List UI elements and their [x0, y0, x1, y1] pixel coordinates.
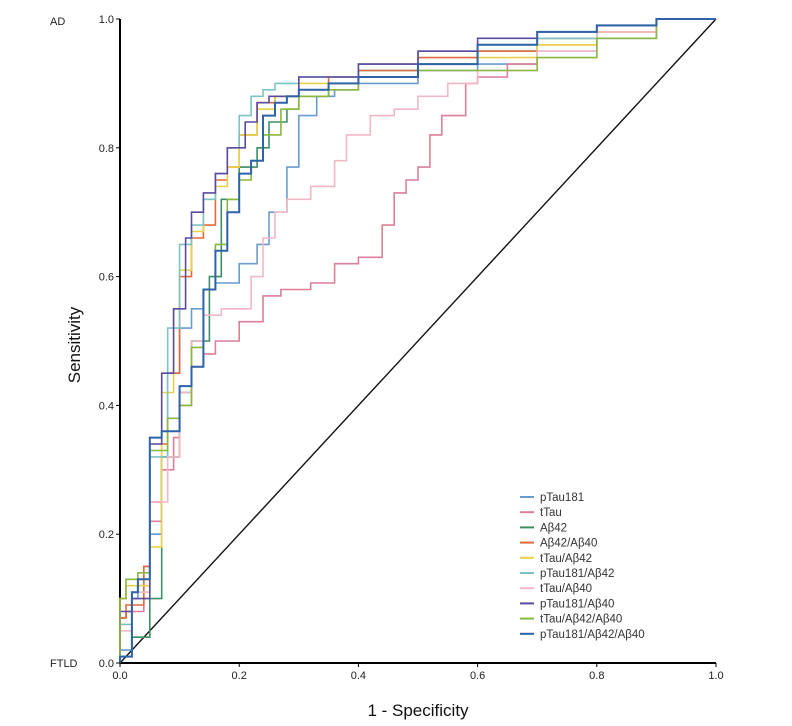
legend-label: tTau/Aβ42/Aβ40	[540, 614, 622, 626]
y-tick-label: 0.4	[99, 400, 114, 412]
x-tick-label: 1.0	[708, 670, 723, 682]
x-tick-label: 0.8	[589, 670, 604, 682]
roc-series-line	[119, 18, 716, 663]
series-layer	[119, 18, 716, 663]
y-tick-label: 1.0	[99, 14, 114, 26]
y-tick-label: 0.0	[99, 658, 114, 670]
legend-label: tTau	[540, 507, 562, 519]
legend-label: pTau181/Aβ42/Aβ40	[540, 629, 645, 641]
y-tick-label: 0.2	[99, 529, 114, 541]
legend: pTau181 tTau Aβ42 Aβ42/Aβ40 tTau/Aβ42 pTau181…	[520, 492, 645, 641]
tick-labels: 0.0 0.2 0.4 0.6 0.8 1.0 0.0 0.2 0.4 0.6 0.8 1.0	[99, 14, 724, 682]
roc-series-line	[119, 18, 716, 663]
legend-label: pTau181/Aβ42	[540, 568, 614, 580]
x-tick-label: 0.2	[232, 670, 247, 682]
x-tick-label: 0.4	[351, 670, 366, 682]
diagonal-reference-line	[119, 18, 717, 664]
y-tick-label: 0.6	[99, 272, 114, 284]
axes	[119, 19, 716, 664]
x-tick-label: 0.6	[470, 670, 485, 682]
x-axis-title: 1 - Specificity	[367, 701, 469, 720]
legend-label: tTau/Aβ42	[540, 553, 592, 565]
diagonal-reference-layer	[119, 18, 717, 664]
roc-series-line	[119, 18, 716, 663]
bottom-label: FTLD	[50, 658, 78, 670]
legend-label: Aβ42/Aβ40	[540, 538, 597, 550]
roc-series-line	[119, 18, 716, 663]
x-tick-label: 0.0	[112, 670, 127, 682]
y-axis-title: Sensitivity	[65, 306, 84, 383]
y-tick-label: 0.8	[99, 143, 114, 155]
legend-label: pTau181	[540, 492, 584, 504]
legend-label: Aβ42	[540, 522, 567, 534]
legend-label: tTau/Aβ40	[540, 583, 592, 595]
legend-label: pTau181/Aβ40	[540, 598, 614, 610]
top-label: AD	[50, 16, 65, 28]
